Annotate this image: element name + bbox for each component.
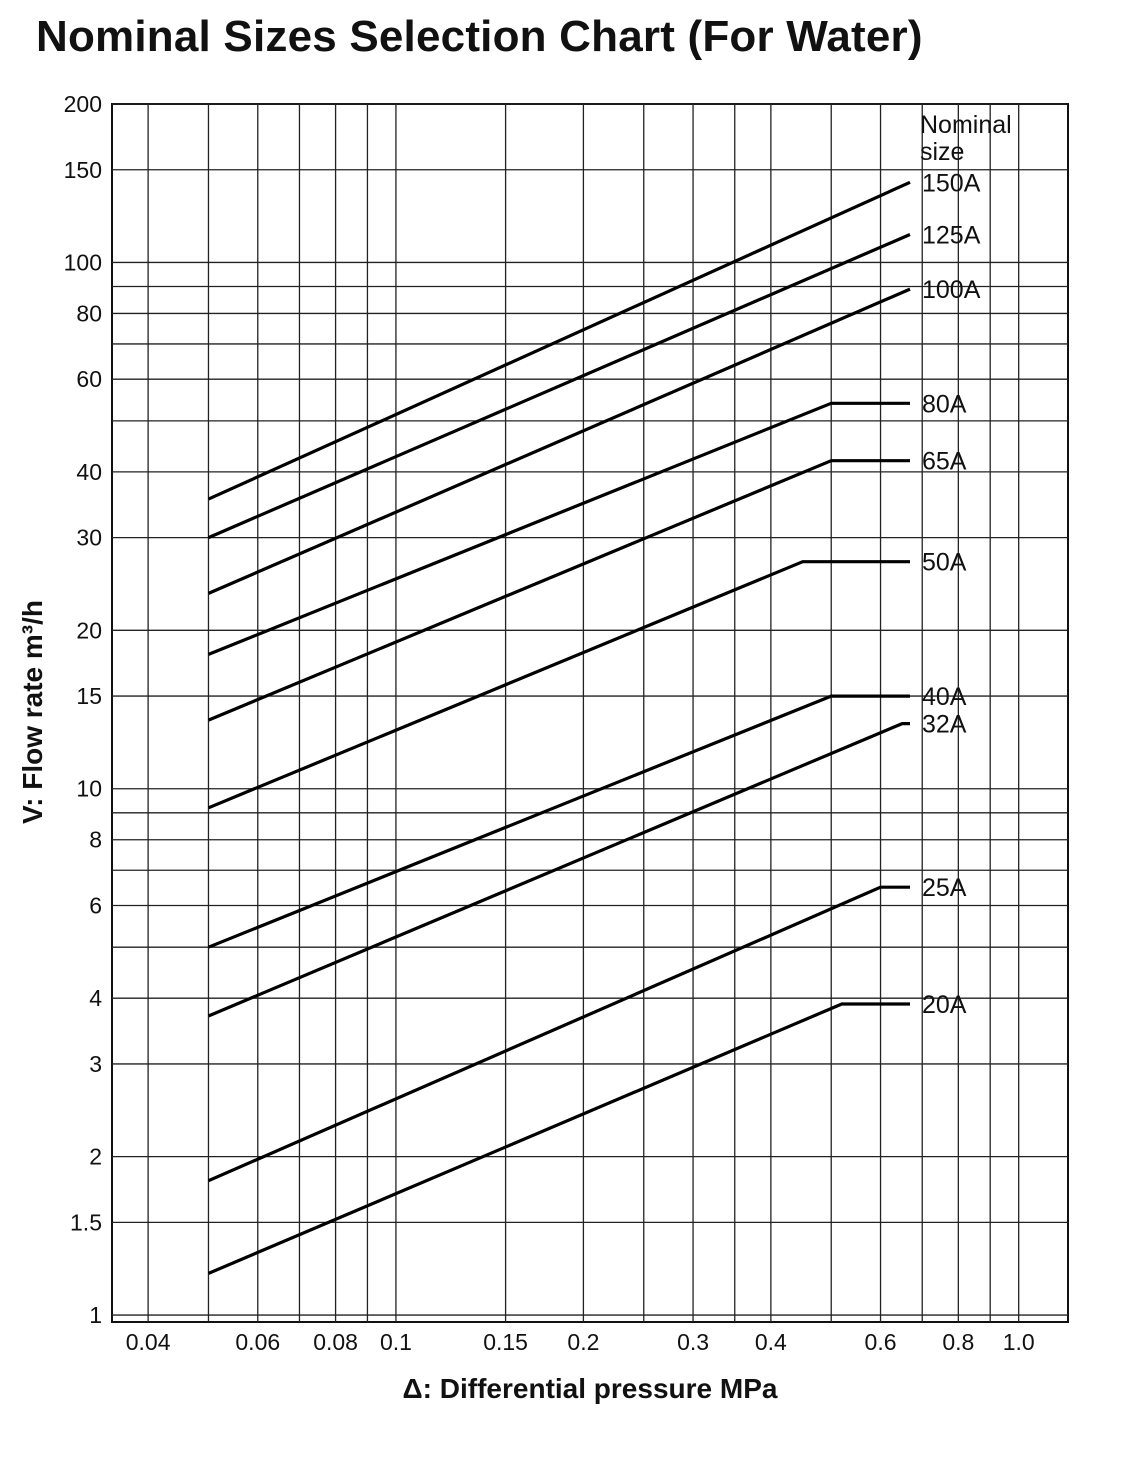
y-tick-label: 6 [89, 892, 102, 918]
y-tick-label: 200 [64, 91, 102, 117]
x-tick-label: 0.08 [313, 1329, 358, 1355]
series-line-125A [207, 233, 911, 540]
series-label-20A: 20A [922, 991, 967, 1019]
series-line-20A [207, 1002, 910, 1275]
x-tick-label: 0.6 [865, 1329, 897, 1355]
series-label-50A: 50A [922, 549, 967, 577]
x-tick-label: 0.4 [755, 1329, 787, 1355]
series-labels: Nominal size 150A 125A 100A 80A 65A 50A 40A32A… [920, 111, 1012, 1019]
y-tick-labels: 1 1.5 2 3 4 6 8 10 15 20 30 40 60 80 100 150 200 [64, 91, 103, 1328]
series-line-100A [207, 287, 911, 595]
x-tick-labels: 0.04 0.06 0.08 0.1 0.15 0.2 0.3 0.4 0.6 0.8 1.0 [126, 1329, 1035, 1355]
series-line-50A [207, 560, 910, 810]
x-tick-label: 0.8 [942, 1329, 974, 1355]
series-label-32A: 32A [922, 711, 967, 739]
y-tick-label: 8 [89, 827, 102, 853]
y-tick-label: 80 [76, 300, 102, 326]
y-tick-label: 4 [89, 985, 102, 1011]
y-tick-label: 1 [89, 1302, 102, 1328]
series-line-150A [207, 180, 911, 501]
x-axis-title: Δ: Differential pressure MPa [403, 1373, 778, 1404]
series-line-80A [207, 401, 910, 656]
series-label-150A: 150A [922, 169, 981, 197]
grid [111, 103, 1069, 1323]
y-tick-label: 2 [89, 1144, 102, 1170]
y-tick-label: 40 [76, 459, 102, 485]
x-tick-label: 0.04 [126, 1329, 171, 1355]
legend-title-line1: Nominal [920, 111, 1012, 139]
series-label-100A: 100A [922, 276, 981, 304]
x-tick-label: 0.1 [380, 1329, 412, 1355]
legend-title-line2: size [920, 138, 964, 166]
page-title: Nominal Sizes Selection Chart (For Water… [36, 12, 923, 61]
y-tick-label: 10 [76, 776, 102, 802]
y-axis-title: V: Flow rate m³/h [17, 600, 48, 824]
y-tick-label: 3 [89, 1051, 102, 1077]
x-tick-label: 0.15 [483, 1329, 528, 1355]
y-tick-label: 15 [76, 683, 102, 709]
series-label-40A: 40A [922, 683, 967, 711]
y-tick-label: 1.5 [70, 1209, 102, 1235]
y-tick-label: 60 [76, 366, 102, 392]
y-tick-label: 150 [64, 157, 102, 183]
x-tick-label: 0.2 [567, 1329, 599, 1355]
y-tick-label: 30 [76, 525, 102, 551]
x-tick-label: 0.06 [235, 1329, 280, 1355]
series-label-125A: 125A [922, 221, 981, 249]
y-tick-label: 100 [64, 249, 102, 275]
series-label-80A: 80A [922, 390, 967, 418]
series-line-40A [207, 694, 910, 949]
series-line-65A [207, 459, 910, 722]
series-lines [207, 180, 911, 1275]
series-line-32A [207, 721, 910, 1018]
series-line-25A [207, 885, 910, 1183]
x-tick-label: 0.3 [677, 1329, 709, 1355]
series-label-65A: 65A [922, 448, 967, 476]
y-tick-label: 20 [76, 617, 102, 643]
series-label-25A: 25A [922, 874, 967, 902]
x-tick-label: 1.0 [1003, 1329, 1035, 1355]
